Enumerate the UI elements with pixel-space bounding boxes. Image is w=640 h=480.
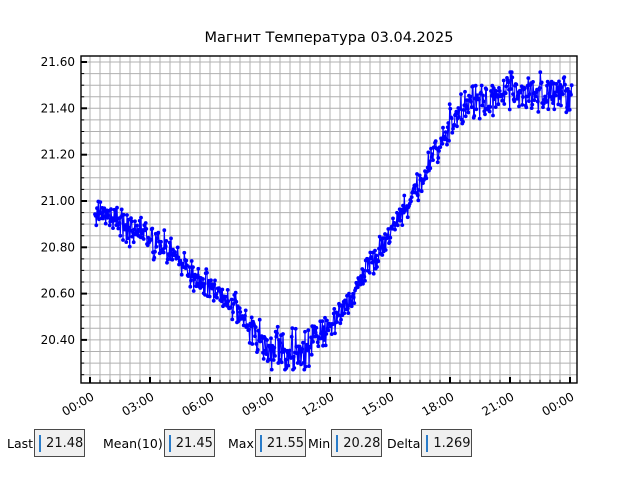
stat-label-min: Min <box>308 435 331 451</box>
y-tick-label: 21.40 <box>41 101 75 115</box>
y-tick-label: 21.20 <box>41 148 75 162</box>
x-tick-label: 12:00 <box>300 389 337 418</box>
stat-entry-last[interactable]: 21.48 <box>34 429 86 457</box>
x-tick-label: 06:00 <box>180 389 217 418</box>
text-cursor-icon <box>426 434 429 452</box>
stat-label-delta: Delta <box>387 435 421 451</box>
plot-grid <box>81 56 577 383</box>
stat-value-delta: 1.269 <box>433 435 471 451</box>
stat-value-min: 20.28 <box>343 435 381 451</box>
text-cursor-icon <box>39 434 42 452</box>
x-tick-label: 15:00 <box>360 389 397 418</box>
stat-group-delta: Delta 1.269 <box>387 429 473 457</box>
stat-entry-max[interactable]: 21.55 <box>254 429 306 457</box>
series-markers <box>93 70 574 372</box>
stat-group-min: Min 20.28 <box>308 429 383 457</box>
stat-entry-delta[interactable]: 1.269 <box>421 429 473 457</box>
y-tick-label: 21.00 <box>41 194 75 208</box>
y-tick-label: 21.60 <box>41 55 75 69</box>
stat-group-max: Max 21.55 <box>228 429 306 457</box>
x-tick-label: 03:00 <box>120 389 157 418</box>
x-tick-label: 00:00 <box>540 389 577 418</box>
chart-title: Магнит Температура 03.04.2025 <box>204 30 454 46</box>
x-tick-label: 09:00 <box>240 389 277 418</box>
y-tick-label: 20.60 <box>41 287 75 301</box>
temperature-plot-canvas: 21.60 21.40 21.20 21.00 20.80 20.60 20.40 00:00… <box>41 55 578 419</box>
y-tick-labels: 21.60 21.40 21.20 21.00 20.80 20.60 20.40 <box>41 55 75 347</box>
stat-entry-min[interactable]: 20.28 <box>331 429 383 457</box>
status-bar: Last 21.48 Mean(10) 21.45 Max 21.55 Min <box>0 429 640 459</box>
text-cursor-icon <box>168 434 171 452</box>
text-cursor-icon <box>259 434 262 452</box>
stat-label-max: Max <box>228 435 254 451</box>
stat-value-mean10: 21.45 <box>175 435 213 451</box>
text-cursor-icon <box>336 434 339 452</box>
x-tick-label: 00:00 <box>60 389 97 418</box>
x-tick-label: 21:00 <box>480 389 517 418</box>
stat-value-last: 21.48 <box>46 435 84 451</box>
x-tick-label: 18:00 <box>420 389 457 418</box>
stat-entry-mean10[interactable]: 21.45 <box>163 429 215 457</box>
stat-label-last: Last <box>7 435 34 451</box>
stat-value-max: 21.55 <box>266 435 305 451</box>
x-tick-labels: 00:00 03:00 06:00 09:00 12:00 15:00 18:00 21:00… <box>60 389 577 418</box>
plot-frame <box>80 55 578 384</box>
stat-label-mean10: Mean(10) <box>103 435 163 451</box>
y-tick-label: 20.40 <box>41 333 75 347</box>
stat-group-last: Last 21.48 <box>7 429 86 457</box>
stat-group-mean10: Mean(10) 21.45 <box>103 429 215 457</box>
y-tick-label: 20.80 <box>41 240 75 254</box>
